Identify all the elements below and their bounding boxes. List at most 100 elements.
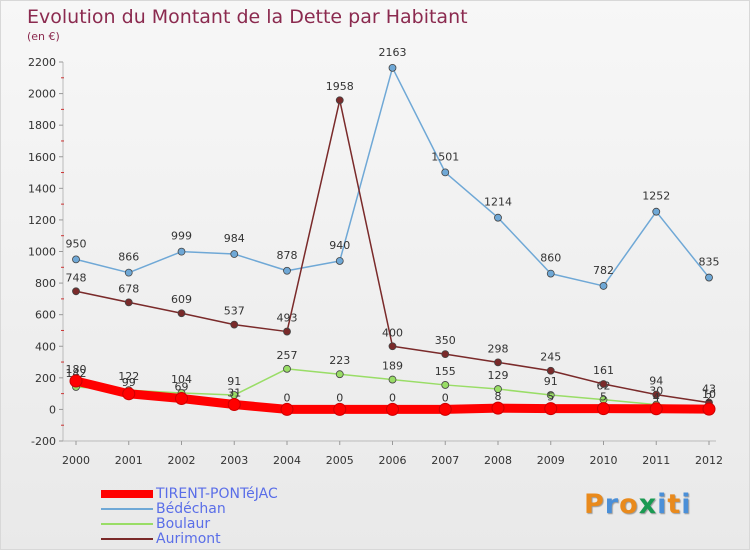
data-label: 950 [66,237,87,250]
data-point [124,268,133,277]
data-label: 940 [329,239,350,252]
data-label: 999 [171,230,192,243]
data-point [599,282,608,290]
y-tick-label: 1800 [28,119,56,132]
y-tick-label: 800 [35,277,56,290]
data-point [333,402,347,416]
y-tick-label: 2200 [28,56,56,69]
y-tick-label: 1400 [28,182,56,195]
data-point [441,381,450,389]
data-point [72,255,80,264]
data-label: 99 [122,376,136,389]
data-label: 31 [227,387,241,400]
data-point [177,247,186,256]
data-label: 5 [547,391,554,404]
data-label: 189 [382,360,403,373]
data-label: 2 [706,391,713,404]
x-tick-label: 2007 [431,454,459,467]
legend-label: TIRENT-PONTéJAC [156,486,278,502]
data-point [546,269,555,278]
data-label: 835 [699,256,720,269]
data-point [335,257,344,265]
legend-swatch [101,523,153,525]
data-point [494,213,502,222]
data-label: 782 [593,264,614,277]
y-tick-label: 600 [35,309,56,322]
data-label: 1214 [484,196,512,209]
data-point [335,96,344,105]
x-tick-label: 2008 [484,454,512,467]
legend-item: Bédéchan [101,502,341,517]
data-label: 0 [389,391,396,404]
data-point [388,63,397,72]
data-point [388,342,397,351]
data-label: 298 [488,342,509,355]
y-tick-label: 1000 [28,246,56,259]
logo-letter: t [667,489,682,520]
data-point [599,380,608,388]
data-label: 866 [118,251,139,264]
data-label: 142 [66,367,87,380]
data-point [280,402,294,416]
data-label: 69 [175,381,189,394]
data-label: 245 [540,351,561,364]
data-label: 5 [600,391,607,404]
data-label: 155 [435,365,456,378]
x-tick-label: 2002 [168,454,196,467]
x-tick-label: 2004 [273,454,301,467]
data-label: 400 [382,326,403,339]
x-tick-label: 2001 [115,454,143,467]
legend-label: Boulaur [156,516,211,532]
data-point [705,273,713,282]
data-point [124,298,133,307]
chart-title: Evolution du Montant de la Dette par Hab… [27,6,468,28]
data-label: 161 [593,364,614,377]
data-point [177,309,186,318]
data-point [230,250,239,258]
data-point [652,207,661,216]
logo-letter: x [638,489,658,520]
legend-label: Bédéchan [156,501,226,517]
data-label: 43 [702,383,716,396]
data-point [386,402,399,416]
chart-subtitle: (en €) [27,30,60,43]
data-label: 257 [277,349,298,362]
data-label: 678 [118,282,139,295]
data-label: 0 [284,391,291,404]
data-label: 748 [66,271,87,284]
data-point [546,366,555,375]
data-point [652,390,661,399]
logo-letter: i [657,489,668,520]
data-point [283,327,291,336]
y-tick-label: 400 [35,340,56,353]
data-label: 350 [435,334,456,347]
data-point [494,358,502,367]
data-point [494,385,502,393]
data-point [438,402,452,416]
data-label: 493 [277,312,298,325]
data-point [283,364,291,373]
data-label: 860 [540,252,561,265]
data-label: 1958 [326,80,354,93]
x-tick-label: 2003 [220,454,248,467]
data-point [230,320,239,329]
data-point [441,168,450,177]
data-point [283,266,291,275]
data-point [175,392,188,406]
data-label: 104 [171,373,192,386]
data-label: 984 [224,232,245,245]
data-label: 8 [495,390,502,403]
data-label: 2163 [379,46,407,59]
data-point [441,350,450,359]
y-tick-label: 2000 [28,88,56,101]
data-point [227,398,241,412]
x-tick-label: 2011 [642,454,670,467]
x-tick-label: 2006 [379,454,407,467]
data-label: 1252 [642,190,670,203]
data-point [546,391,555,399]
logo-letter: i [681,489,692,520]
y-tick-label: -200 [31,435,56,448]
legend-item: Aurimont [101,532,341,547]
